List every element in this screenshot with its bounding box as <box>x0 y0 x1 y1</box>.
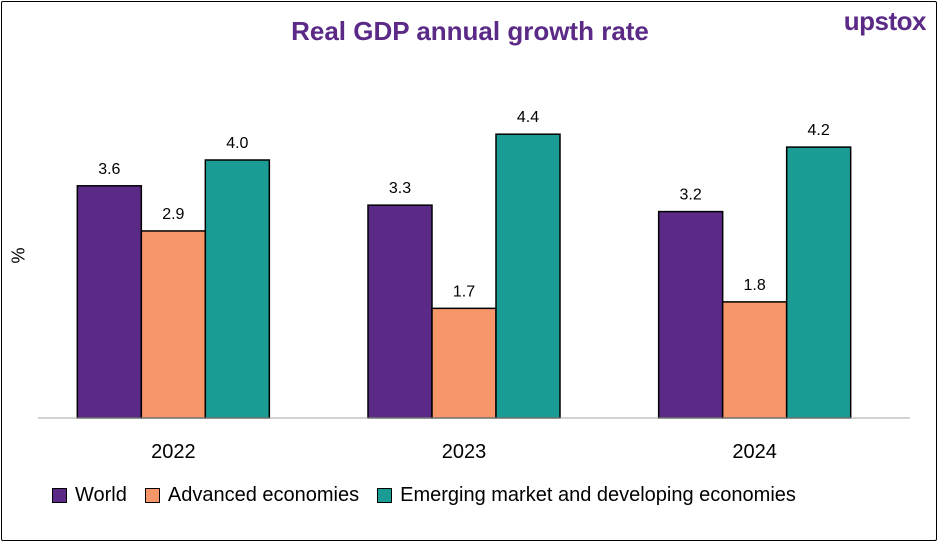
chart-title: Real GDP annual growth rate <box>291 16 649 46</box>
bar-2024-0 <box>657 210 724 419</box>
bar-2024-1 <box>721 301 788 419</box>
data-label-2023-2: 4.4 <box>517 109 539 126</box>
legend-swatch-advanced <box>144 488 160 503</box>
bar-2022-2 <box>204 159 271 419</box>
data-label-2024-2: 4.2 <box>808 122 830 139</box>
data-label-2023-1: 1.7 <box>453 283 475 300</box>
x-tick-label-2022: 2022 <box>151 441 196 463</box>
bar-2023-2 <box>495 133 561 419</box>
bar-2024-2 <box>785 146 852 419</box>
data-label-2024-0: 3.2 <box>680 187 702 204</box>
legend: World Advanced economies Emerging market… <box>52 484 814 507</box>
data-label-2024-1: 1.8 <box>744 277 766 294</box>
x-tick-label-2024: 2024 <box>732 441 777 463</box>
legend-label-advanced: Advanced economies <box>167 484 360 506</box>
x-tick-label-2023: 2023 <box>442 441 487 463</box>
legend-swatch-emerging <box>377 488 393 503</box>
bar-2023-1 <box>431 307 497 419</box>
legend-swatch-world <box>52 488 67 503</box>
legend-item-world: World <box>52 484 127 507</box>
bar-2022-1 <box>140 230 207 419</box>
data-label-2022-2: 4.0 <box>226 135 248 152</box>
legend-item-advanced: Advanced economies <box>144 484 360 507</box>
legend-item-emerging: Emerging market and developing economies <box>377 484 796 507</box>
legend-label-emerging: Emerging market and developing economies <box>400 484 796 506</box>
data-label-2023-0: 3.3 <box>389 180 411 197</box>
bar-2023-0 <box>367 204 433 419</box>
data-label-2022-0: 3.6 <box>98 161 120 178</box>
bar-2022-0 <box>76 185 143 419</box>
legend-label-world: World <box>75 484 127 506</box>
brand-logo: upstox <box>843 6 927 36</box>
data-label-2022-1: 2.9 <box>162 206 184 223</box>
